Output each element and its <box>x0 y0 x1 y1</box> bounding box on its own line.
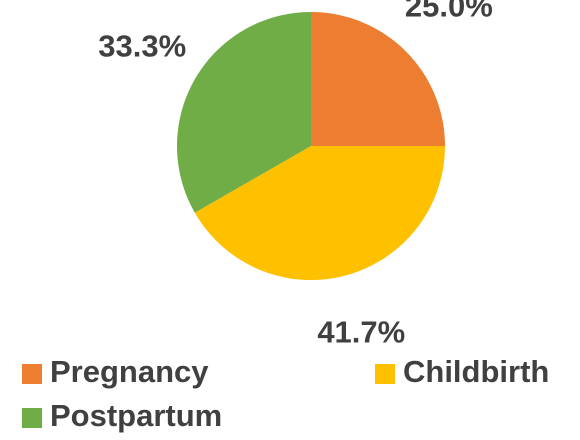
legend-swatch <box>22 408 42 428</box>
data-label: 25.0% <box>405 0 493 23</box>
pie-slice <box>311 12 445 146</box>
data-label: 41.7% <box>317 315 405 350</box>
legend-swatch <box>375 364 395 384</box>
legend-label: Pregnancy <box>50 354 209 389</box>
pie-slice <box>176 12 311 213</box>
data-label: 33.3% <box>98 29 186 64</box>
legend-label: Postpartum <box>50 398 222 433</box>
legend-swatch <box>22 364 42 384</box>
legend-label: Childbirth <box>403 354 549 389</box>
pie-slice <box>194 146 445 280</box>
